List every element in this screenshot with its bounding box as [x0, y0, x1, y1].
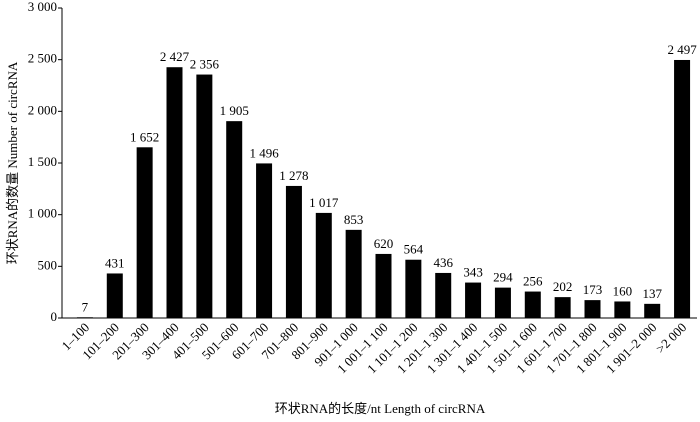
value-label: 620 — [374, 236, 394, 251]
bar — [345, 229, 362, 318]
bar — [136, 147, 153, 318]
value-label: 1 652 — [130, 129, 159, 144]
value-label: 436 — [433, 255, 453, 270]
value-label: 160 — [613, 283, 633, 298]
y-tick-label: 1 000 — [28, 206, 57, 221]
bar — [76, 317, 93, 318]
value-label: 343 — [463, 265, 483, 280]
y-tick-label: 2 000 — [28, 102, 57, 117]
y-tick-label: 2 500 — [28, 51, 57, 66]
y-tick-label: 0 — [51, 309, 58, 324]
bar — [196, 74, 213, 319]
value-label: 173 — [583, 282, 603, 297]
bar — [674, 59, 691, 319]
bar — [285, 185, 302, 318]
bar — [644, 303, 661, 318]
value-label: 564 — [404, 242, 424, 257]
value-label: 202 — [553, 279, 573, 294]
bar — [315, 212, 332, 318]
value-label: 1 278 — [279, 168, 308, 183]
bar — [166, 67, 183, 319]
value-label: 2 497 — [667, 42, 697, 57]
bar — [405, 259, 422, 318]
y-axis-label: 环状RNA的数量 Number of circRNA — [5, 61, 20, 264]
bar — [584, 300, 601, 318]
bar — [465, 282, 482, 318]
bar — [494, 287, 511, 318]
y-tick-label: 1 500 — [28, 154, 57, 169]
value-label: 2 427 — [160, 49, 190, 64]
x-tick-label: >2 000 — [653, 320, 689, 356]
value-label: 2 356 — [190, 57, 220, 72]
y-tick-label: 3 000 — [28, 0, 57, 14]
y-tick-label: 500 — [38, 257, 58, 272]
value-label: 431 — [105, 255, 125, 270]
bar — [554, 297, 571, 318]
value-label: 1 017 — [309, 195, 339, 210]
bar — [614, 301, 631, 318]
bar — [256, 163, 273, 318]
x-axis-label: 环状RNA的长度/nt Length of circRNA — [275, 401, 486, 416]
bar — [524, 291, 541, 318]
bar — [106, 273, 123, 318]
value-label: 137 — [642, 286, 662, 301]
bar — [375, 253, 392, 318]
bar — [226, 121, 243, 319]
value-label: 1 496 — [249, 145, 279, 160]
value-label: 7 — [82, 299, 89, 314]
value-label: 256 — [523, 274, 543, 289]
value-label: 1 905 — [220, 103, 249, 118]
value-label: 294 — [493, 270, 513, 285]
bar — [435, 272, 452, 318]
value-label: 853 — [344, 212, 364, 227]
